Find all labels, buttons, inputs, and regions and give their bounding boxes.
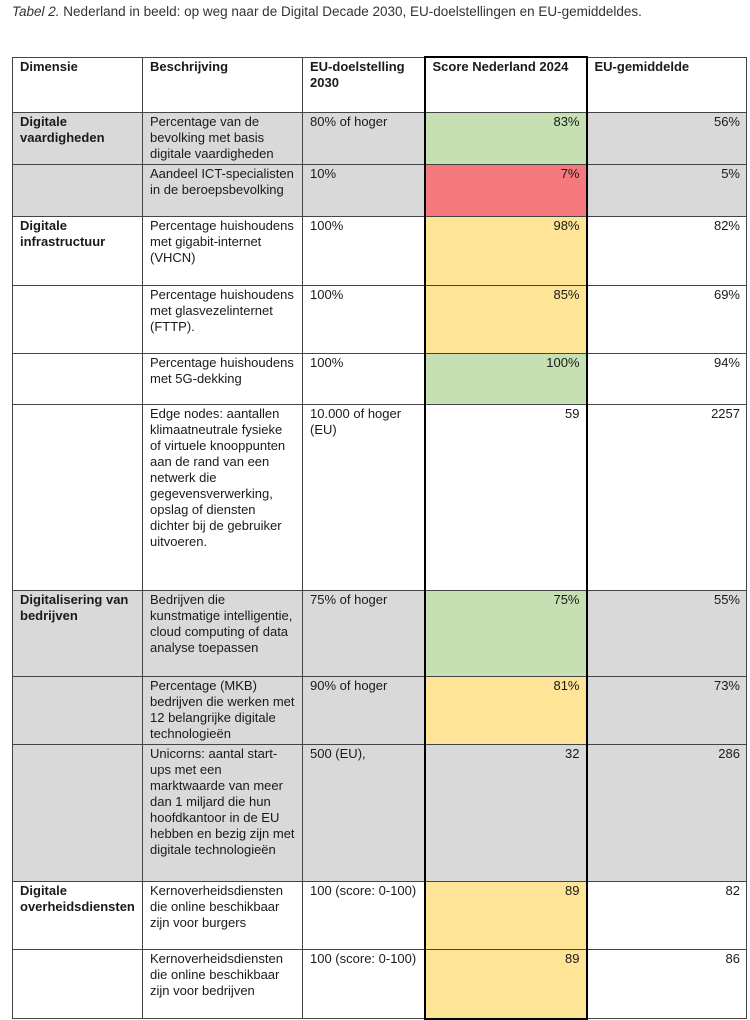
eu-average-cell: 5%: [586, 164, 747, 217]
eu-average-cell: 2257: [586, 404, 747, 591]
eu-average-cell: 55%: [586, 590, 747, 677]
table-row: Digitale infrastructuur Percentage huish…: [12, 216, 747, 286]
dimension-cell: [12, 285, 143, 354]
target-cell: 80% of hoger: [302, 112, 425, 165]
dimension-cell: [12, 353, 143, 405]
caption-text: Nederland in beeld: op weg naar de Digit…: [59, 4, 642, 19]
score-cell: 59: [423, 404, 588, 591]
dimension-cell: Digitale infrastructuur: [12, 216, 143, 286]
eu-average-cell: 82: [586, 881, 747, 950]
eu-average-cell: 86: [586, 949, 747, 1019]
target-cell: 100%: [302, 353, 425, 405]
score-cell: 100%: [423, 353, 588, 405]
header-row: Dimensie Beschrijving EU-doelstelling 20…: [12, 56, 747, 113]
header-description: Beschrijving: [142, 56, 303, 113]
table-row: Percentage huishoudens met glasvezelinte…: [12, 285, 747, 354]
dimension-cell: [12, 744, 143, 882]
score-cell: 85%: [423, 285, 588, 354]
description-cell: Percentage huishoudens met gigabit-inter…: [142, 216, 303, 286]
dimension-cell: [12, 676, 143, 745]
description-cell: Bedrijven die kunstmatige intelligentie,…: [142, 590, 303, 677]
table-row: Percentage (MKB) bedrijven die werken me…: [12, 676, 747, 745]
dimension-cell: Digitale vaardigheden: [12, 112, 143, 165]
target-cell: 500 (EU),: [302, 744, 425, 882]
score-cell: 32: [423, 744, 588, 882]
target-cell: 90% of hoger: [302, 676, 425, 745]
target-cell: 75% of hoger: [302, 590, 425, 677]
target-cell: 10%: [302, 164, 425, 217]
caption-label: Tabel 2.: [12, 4, 60, 19]
score-cell: 83%: [423, 112, 588, 165]
description-cell: Percentage (MKB) bedrijven die werken me…: [142, 676, 303, 745]
table-row: Digitalisering van bedrijven Bedrijven d…: [12, 590, 747, 677]
table-row: Percentage huishoudens met 5G-dekking 10…: [12, 353, 747, 405]
target-cell: 100%: [302, 285, 425, 354]
eu-average-cell: 69%: [586, 285, 747, 354]
score-cell: 75%: [423, 590, 588, 677]
score-cell: 81%: [423, 676, 588, 745]
description-cell: Percentage huishoudens met glasvezelinte…: [142, 285, 303, 354]
dimension-cell: [12, 404, 143, 591]
eu-average-cell: 73%: [586, 676, 747, 745]
eu-average-cell: 286: [586, 744, 747, 882]
score-cell: 89: [423, 881, 588, 950]
eu-average-cell: 94%: [586, 353, 747, 405]
header-score: Score Nederland 2024: [423, 56, 588, 113]
target-cell: 100 (score: 0-100): [302, 949, 425, 1019]
table-row: Edge nodes: aantallen klimaatneutrale fy…: [12, 404, 747, 591]
description-cell: Percentage van de bevolking met basis di…: [142, 112, 303, 165]
description-cell: Unicorns: aantal start-ups met een markt…: [142, 744, 303, 882]
dimension-cell: [12, 164, 143, 217]
header-dimension: Dimensie: [12, 56, 143, 113]
eu-average-cell: 56%: [586, 112, 747, 165]
table-row: Aandeel ICT-specialisten in de beroepsbe…: [12, 164, 747, 217]
dimension-cell: [12, 949, 143, 1019]
score-cell: 89: [423, 949, 588, 1020]
description-cell: Kernoverheidsdiensten die online beschik…: [142, 949, 303, 1019]
header-eu-average: EU-gemiddelde: [586, 56, 747, 113]
table-row: Digitale overheidsdiensten Kernoverheids…: [12, 881, 747, 950]
description-cell: Percentage huishoudens met 5G-dekking: [142, 353, 303, 405]
digital-decade-table: Dimensie Beschrijving EU-doelstelling 20…: [12, 56, 747, 1020]
description-cell: Edge nodes: aantallen klimaatneutrale fy…: [142, 404, 303, 591]
table-row: Unicorns: aantal start-ups met een markt…: [12, 744, 747, 882]
table-row: Digitale vaardigheden Percentage van de …: [12, 112, 747, 165]
table-caption: Tabel 2. Nederland in beeld: op weg naar…: [12, 2, 732, 22]
target-cell: 100%: [302, 216, 425, 286]
description-cell: Kernoverheidsdiensten die online beschik…: [142, 881, 303, 950]
header-target: EU-doelstelling 2030: [302, 56, 425, 113]
description-cell: Aandeel ICT-specialisten in de beroepsbe…: [142, 164, 303, 217]
score-cell: 98%: [423, 216, 588, 286]
dimension-cell: Digitalisering van bedrijven: [12, 590, 143, 677]
dimension-cell: Digitale overheidsdiensten: [12, 881, 143, 950]
eu-average-cell: 82%: [586, 216, 747, 286]
score-cell: 7%: [423, 164, 588, 217]
target-cell: 100 (score: 0-100): [302, 881, 425, 950]
table-row: Kernoverheidsdiensten die online beschik…: [12, 949, 747, 1020]
target-cell: 10.000 of hoger (EU): [302, 404, 425, 591]
